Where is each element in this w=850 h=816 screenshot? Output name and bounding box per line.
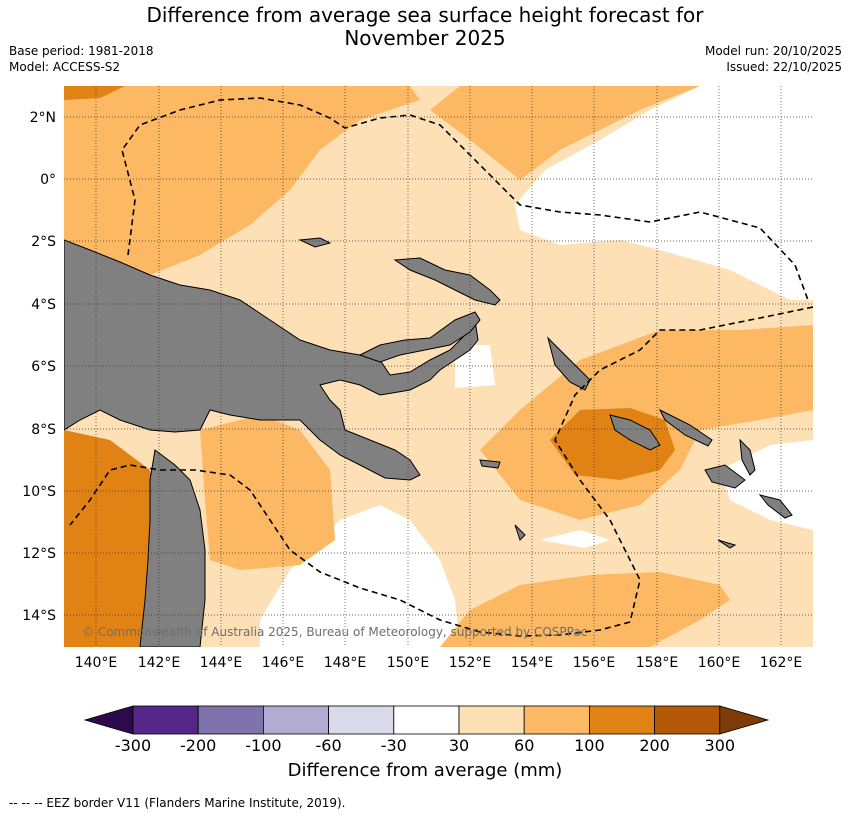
colorbar-extend-low (83, 705, 134, 735)
eez-footnote: -- -- -- EEZ border V11 (Flanders Marine… (9, 796, 346, 810)
land-rossel (514, 524, 526, 541)
land-cape-york (139, 449, 206, 647)
longitude-labels: 140°E 142°E 144°E 146°E 148°E 150°E 152°… (75, 655, 803, 671)
colorbar: -300 -200 -100 -60 -30 30 60 100 200 300 (83, 705, 770, 755)
land-islands-se (758, 494, 793, 519)
contour-neutral-patch (455, 345, 495, 388)
colorbar-tick-label: 60 (514, 736, 534, 755)
colorbar-extend-high (719, 705, 770, 735)
lat-label: 12°S (22, 546, 56, 562)
colorbar-segment (589, 705, 656, 735)
colorbar-tick-label: -200 (180, 736, 216, 755)
colorbar-segment (197, 705, 264, 735)
lon-label: 154°E (511, 655, 554, 671)
base-period: Base period: 1981-2018 (9, 44, 154, 58)
colorbar-tick-label: -30 (381, 736, 407, 755)
lon-label: 160°E (698, 655, 741, 671)
contour-neutral-small (540, 530, 610, 548)
contour-60-100-north-east (430, 86, 700, 180)
lat-label: 4°S (31, 297, 56, 313)
lon-label: 140°E (75, 655, 118, 671)
eez-borders (69, 97, 813, 637)
land-new-britain (358, 311, 481, 363)
model-info: Base period: 1981-2018 Model: ACCESS-S2 (9, 43, 154, 75)
lon-label: 148°E (324, 655, 367, 671)
eez-solomons-west (554, 306, 813, 623)
lat-label: 8°S (31, 422, 56, 438)
contour-100-200-se (550, 408, 675, 480)
colorbar-tick-label: 300 (705, 736, 736, 755)
eez-south (479, 621, 631, 637)
map-area (64, 86, 813, 647)
colorbar-segment (262, 705, 329, 735)
lon-label: 146°E (262, 655, 305, 671)
model-name: Model: ACCESS-S2 (9, 60, 121, 74)
colorbar-segment (523, 705, 590, 735)
colorbar-segment (458, 705, 525, 735)
colorbar-segment (654, 705, 721, 735)
lon-label: 144°E (200, 655, 243, 671)
contour-neutral-south (260, 505, 460, 647)
latitude-labels: 2°N 0° 2°S 4°S 6°S 8°S 10°S 12°S 14°S (22, 110, 56, 624)
contour-100-200-nw (64, 86, 125, 100)
lat-label: 0° (40, 172, 56, 188)
lon-label: 156°E (573, 655, 616, 671)
run-info: Model run: 20/10/2025 Issued: 22/10/2025 (705, 43, 842, 75)
colorbar-segment (132, 705, 199, 735)
contour-60-100-south (440, 572, 730, 647)
map-title: Difference from average sea surface heig… (0, 4, 850, 50)
title-line-1: Difference from average sea surface heig… (146, 3, 704, 27)
colorbar-tick-label: 100 (574, 736, 605, 755)
colorbar-tick-label: 200 (639, 736, 670, 755)
land-louisiades (479, 459, 501, 469)
lon-label: 158°E (636, 655, 679, 671)
colorbar-tick-label: 30 (449, 736, 469, 755)
colorbar-tick-label: -100 (245, 736, 281, 755)
lat-label: 6°S (31, 359, 56, 375)
colorbar-tick-label: -60 (316, 736, 342, 755)
copyright-text: © Commonwealth of Australia 2025, Bureau… (82, 625, 588, 639)
lon-label: 162°E (760, 655, 803, 671)
land-rennell (717, 539, 737, 549)
lon-label: 152°E (449, 655, 492, 671)
lat-label: 2°N (30, 110, 56, 126)
title-line-2: November 2025 (344, 26, 506, 50)
lon-label: 150°E (387, 655, 430, 671)
issued-date: Issued: 22/10/2025 (726, 60, 842, 74)
eez-png-north (121, 97, 809, 301)
contour-60-100-coral (200, 415, 335, 570)
land-new-guinea (64, 239, 479, 481)
land-islands-east (739, 438, 756, 476)
contour-neutral-ne (515, 86, 813, 300)
lat-label: 2°S (31, 234, 56, 250)
model-run: Model run: 20/10/2025 (704, 44, 842, 58)
colorbar-segment (328, 705, 395, 735)
land-bougainville (547, 336, 591, 391)
land-new-ireland (393, 257, 501, 306)
eez-png-australia (69, 464, 481, 633)
land-makira (704, 464, 746, 489)
colorbar-title: Difference from average (mm) (287, 760, 563, 781)
lat-label: 14°S (22, 608, 56, 624)
land-malaita (658, 408, 713, 447)
gridlines (64, 86, 813, 647)
colorbar-tick-label: -300 (115, 736, 151, 755)
land-solomons-central (609, 414, 661, 451)
contour-100-200-gulf (64, 430, 170, 647)
land-manus (298, 237, 332, 248)
contour-60-100-north (64, 86, 420, 275)
lat-label: 10°S (22, 484, 56, 500)
lon-label: 142°E (138, 655, 181, 671)
colorbar-segment (393, 705, 460, 735)
